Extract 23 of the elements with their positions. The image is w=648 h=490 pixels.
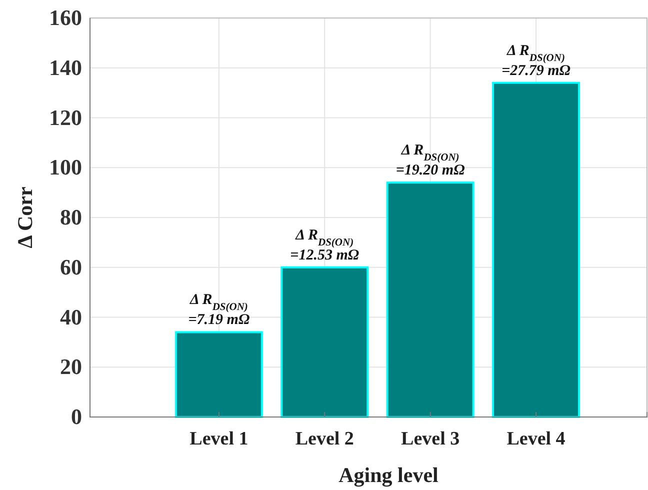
y-tick-label: 80 (60, 204, 82, 230)
x-tick-label: Level 4 (506, 428, 566, 450)
y-tick-label: 160 (49, 5, 82, 30)
y-axis-title: Δ Corr (13, 186, 37, 248)
bar (174, 331, 263, 418)
x-tick-label: Level 3 (401, 428, 460, 450)
bar (386, 182, 474, 418)
y-tick-label: 20 (60, 354, 82, 380)
annotation: Δ R$_{DS(ON)}$ =19.20 mΩ (396, 142, 465, 179)
y-tick-label: 40 (60, 304, 82, 330)
annotation: Δ R$_{DS(ON)}$ =27.79 mΩ (502, 42, 570, 79)
bar (492, 82, 580, 418)
annotation: Δ R$_{DS(ON)}$ =7.19 mΩ (188, 292, 250, 328)
y-tick-label: 140 (49, 54, 82, 80)
y-tick-label: 60 (60, 254, 82, 280)
annotation: Δ R$_{DS(ON)}$ =12.53 mΩ (290, 227, 360, 264)
x-tick-label: Level 2 (295, 428, 354, 450)
x-axis-title: Aging level (338, 463, 439, 487)
x-tick-label: Level 1 (190, 428, 248, 450)
y-tick-label: 0 (71, 404, 82, 430)
bar (280, 266, 369, 418)
y-tick-label: 100 (49, 154, 82, 180)
y-tick-label: 120 (49, 104, 82, 130)
